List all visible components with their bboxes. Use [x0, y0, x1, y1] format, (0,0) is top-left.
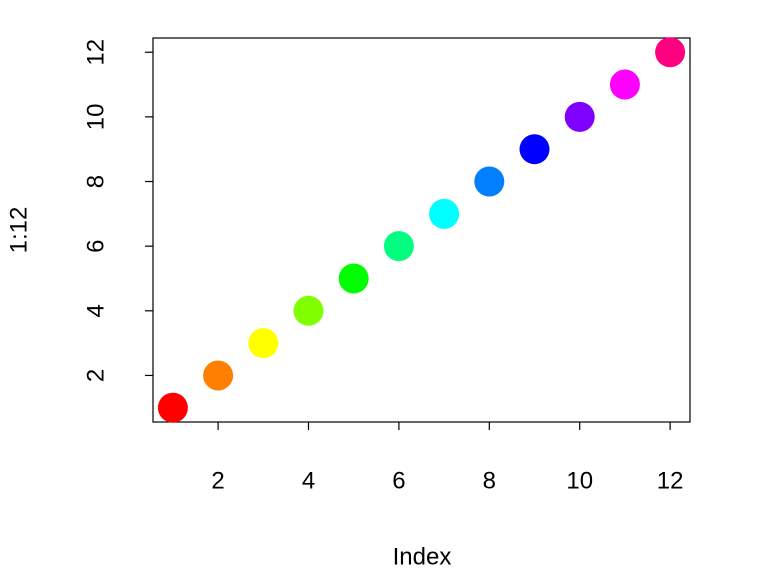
plot-box — [152, 37, 691, 423]
point — [519, 134, 550, 165]
y-tick-label: 8 — [82, 175, 109, 188]
point — [474, 166, 505, 197]
x-tick-label: 12 — [657, 467, 684, 494]
x-tick-label: 4 — [302, 467, 315, 494]
point — [429, 198, 460, 229]
y-tick-label: 6 — [82, 239, 109, 252]
y-tick-label: 2 — [82, 369, 109, 382]
y-tick-label: 12 — [82, 39, 109, 66]
point — [338, 263, 369, 294]
point — [564, 101, 595, 132]
x-tick-label: 2 — [211, 467, 224, 494]
y-tick-label: 10 — [82, 104, 109, 131]
point — [203, 360, 234, 391]
x-tick-label: 8 — [483, 467, 496, 494]
x-tick-label: 6 — [392, 467, 405, 494]
y-axis-label: 1:12 — [5, 207, 32, 254]
y-tick-label: 4 — [82, 304, 109, 317]
point — [293, 295, 324, 326]
point — [655, 37, 686, 68]
point — [383, 231, 414, 262]
point — [157, 392, 188, 423]
x-axis-label: Index — [393, 543, 452, 570]
point — [609, 69, 640, 100]
x-tick-label: 10 — [566, 467, 593, 494]
point — [248, 328, 279, 359]
